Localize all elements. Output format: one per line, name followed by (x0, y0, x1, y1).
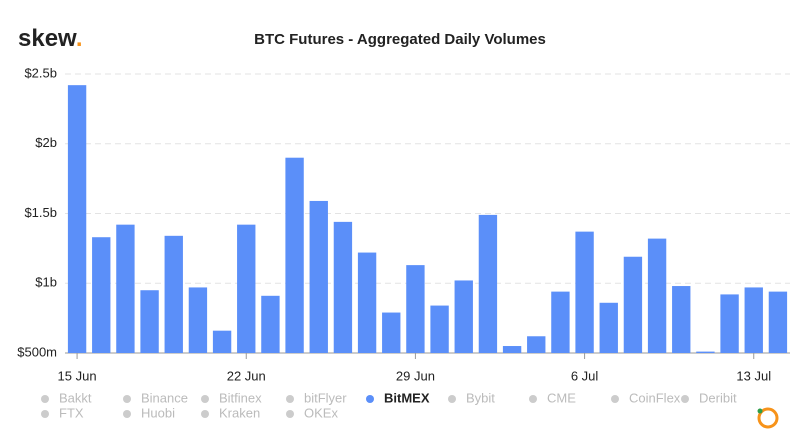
legend-label[interactable]: Huobi (141, 405, 175, 420)
bar (333, 221, 353, 353)
bar (382, 312, 401, 353)
bar (502, 346, 522, 353)
y-tick-label: $2.5b (24, 65, 57, 80)
legend-label[interactable]: CME (547, 390, 576, 405)
legend-label[interactable]: bitFlyer (304, 390, 347, 405)
bar (406, 265, 425, 353)
bar (647, 238, 667, 353)
legend-label[interactable]: Bitfinex (219, 390, 262, 405)
bar (92, 237, 111, 353)
logo-dot: . (76, 25, 83, 52)
legend-label[interactable]: OKEx (304, 405, 338, 420)
legend-marker[interactable] (123, 395, 131, 403)
legend-marker[interactable] (448, 395, 456, 403)
legend-label[interactable]: Kraken (219, 405, 260, 420)
x-tick-label: 29 Jun (396, 368, 435, 383)
bar (454, 280, 473, 353)
bar (140, 290, 159, 353)
bar (478, 214, 498, 353)
legend-label[interactable]: Bakkt (59, 390, 92, 405)
y-tick-label: $1.5b (24, 205, 57, 220)
legend-marker[interactable] (611, 395, 619, 403)
legend-marker[interactable] (41, 410, 49, 418)
bar (309, 200, 328, 353)
bar (261, 295, 280, 353)
bar (285, 157, 304, 353)
bar (212, 330, 232, 353)
legend-label[interactable]: CoinFlex (629, 390, 681, 405)
bar (720, 294, 739, 353)
logo-text: skew (18, 25, 77, 52)
legend-marker[interactable] (123, 410, 131, 418)
legend-marker[interactable] (681, 395, 689, 403)
bar (575, 231, 594, 353)
bar (623, 256, 643, 353)
bar (527, 336, 546, 353)
bar (164, 235, 183, 353)
bar (696, 351, 715, 353)
legend-marker[interactable] (41, 395, 49, 403)
x-tick-label: 13 Jul (736, 368, 771, 383)
legend-label[interactable]: Deribit (699, 390, 737, 405)
brand-icon (757, 407, 779, 429)
y-tick-label: $2b (35, 135, 57, 150)
y-tick-label: $1b (35, 275, 57, 290)
bar (744, 287, 763, 353)
bar (768, 291, 788, 353)
bar (430, 305, 449, 353)
legend-label[interactable]: BitMEX (384, 390, 430, 405)
bar (599, 302, 618, 353)
bar (67, 85, 87, 353)
legend-label[interactable]: Binance (141, 390, 188, 405)
x-tick-label: 15 Jun (58, 368, 97, 383)
x-tick-label: 22 Jun (227, 368, 266, 383)
logo: skew. (18, 25, 83, 52)
bar (551, 291, 570, 353)
legend-marker[interactable] (286, 410, 294, 418)
legend-marker[interactable] (201, 410, 209, 418)
legend-marker[interactable] (286, 395, 294, 403)
legend-marker[interactable] (366, 395, 374, 403)
chart-title: BTC Futures - Aggregated Daily Volumes (254, 31, 546, 48)
bar (672, 286, 691, 353)
y-tick-label: $500m (17, 344, 57, 359)
legend-label[interactable]: Bybit (466, 390, 495, 405)
bar (188, 287, 208, 353)
legend-marker[interactable] (529, 395, 537, 403)
bar (357, 252, 377, 353)
bar (116, 224, 135, 353)
x-tick-label: 6 Jul (571, 368, 599, 383)
legend-label[interactable]: FTX (59, 405, 84, 420)
bar (237, 224, 256, 353)
legend-marker[interactable] (201, 395, 209, 403)
